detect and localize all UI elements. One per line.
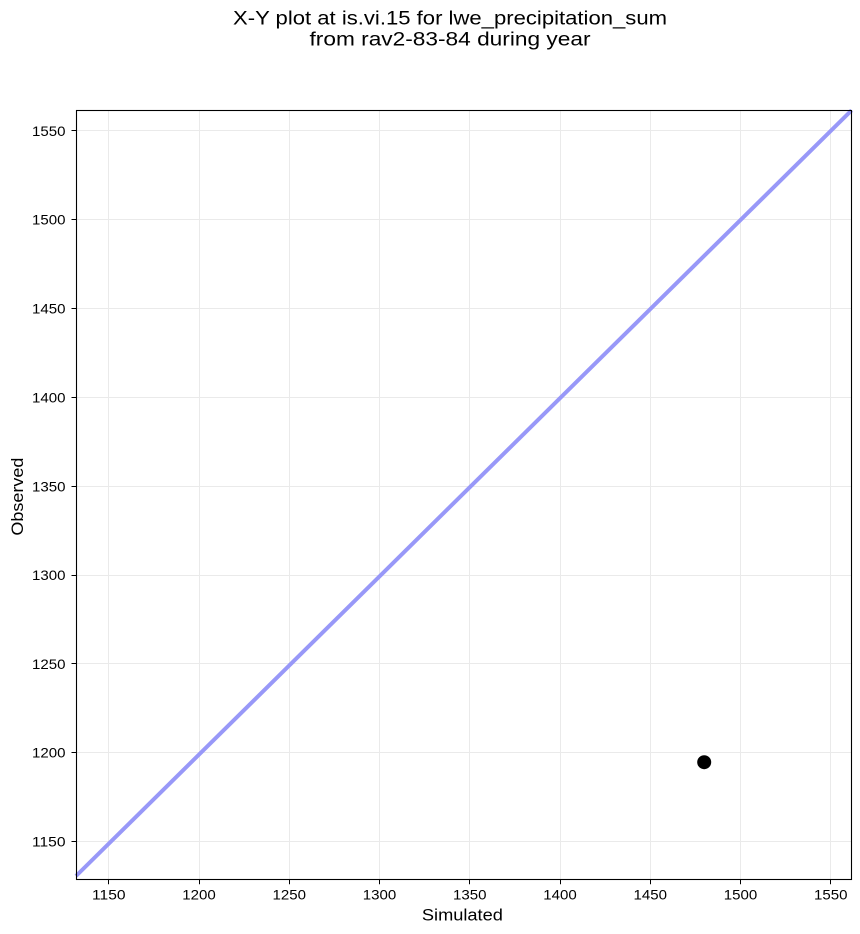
svg-text:1450: 1450: [32, 301, 66, 317]
svg-text:X-Y plot at is.vi.15 for lwe_p: X-Y plot at is.vi.15 for lwe_precipitati…: [233, 9, 667, 30]
svg-text:1250: 1250: [273, 887, 307, 903]
svg-text:1400: 1400: [543, 887, 577, 903]
svg-text:1300: 1300: [363, 887, 397, 903]
svg-text:1350: 1350: [32, 478, 66, 494]
svg-text:1500: 1500: [724, 887, 758, 903]
svg-text:1200: 1200: [32, 745, 66, 761]
svg-text:1200: 1200: [182, 887, 216, 903]
svg-text:1350: 1350: [453, 887, 487, 903]
svg-text:1400: 1400: [32, 389, 66, 405]
svg-text:1550: 1550: [814, 887, 848, 903]
svg-text:1500: 1500: [32, 212, 66, 228]
svg-text:1300: 1300: [32, 567, 66, 583]
svg-text:1150: 1150: [32, 834, 66, 850]
svg-text:1150: 1150: [92, 887, 126, 903]
svg-text:1550: 1550: [32, 123, 66, 139]
svg-text:Observed: Observed: [9, 458, 27, 536]
svg-text:Simulated: Simulated: [422, 907, 503, 925]
svg-text:1250: 1250: [32, 656, 66, 672]
svg-text:1450: 1450: [634, 887, 668, 903]
svg-text:from rav2-83-84 during year: from rav2-83-84 during year: [310, 29, 592, 50]
